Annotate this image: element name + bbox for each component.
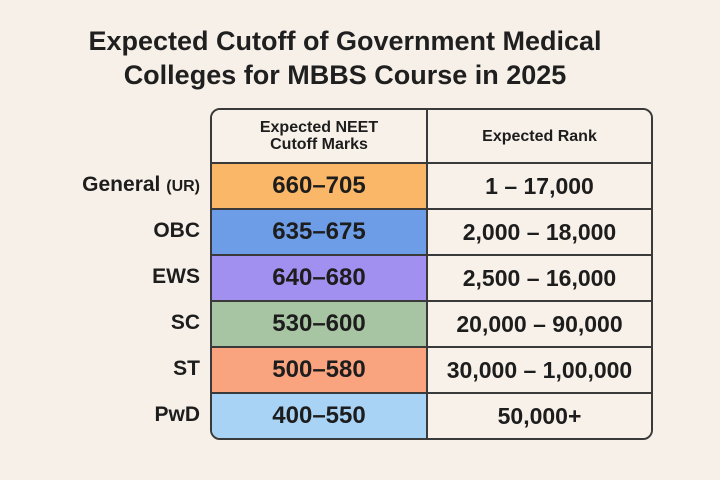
- table-row: 660–705 1 – 17,000: [212, 164, 651, 210]
- cutoff-marks-cell: 660–705: [212, 164, 428, 210]
- category-name: EWS: [152, 265, 200, 288]
- expected-rank-cell: 50,000+: [428, 394, 651, 438]
- cutoff-marks-cell: 640–680: [212, 256, 428, 302]
- header-rank: Expected Rank: [428, 110, 651, 164]
- category-label: SC: [40, 300, 200, 346]
- category-label: General (UR): [40, 162, 200, 208]
- table-row: 400–550 50,000+: [212, 394, 651, 438]
- expected-rank-cell: 1 – 17,000: [428, 164, 651, 210]
- table-row: 640–680 2,500 – 16,000: [212, 256, 651, 302]
- table-row: 500–580 30,000 – 1,00,000: [212, 348, 651, 394]
- category-name: General: [82, 173, 161, 196]
- category-name: PwD: [154, 403, 200, 426]
- category-name: SC: [170, 311, 200, 334]
- cutoff-marks-cell: 500–580: [212, 348, 428, 394]
- cutoff-marks-cell: 400–550: [212, 394, 428, 438]
- table-header-row: Expected NEET Cutoff Marks Expected Rank: [212, 110, 651, 164]
- cutoff-table: Expected NEET Cutoff Marks Expected Rank…: [210, 108, 653, 440]
- category-labels: General (UR) OBC EWS SC ST PwD: [40, 162, 200, 438]
- category-name: OBC: [153, 219, 200, 242]
- expected-rank-cell: 30,000 – 1,00,000: [428, 348, 651, 394]
- category-label: ST: [40, 346, 200, 392]
- table-row: 635–675 2,000 – 18,000: [212, 210, 651, 256]
- table-row: 530–600 20,000 – 90,000: [212, 302, 651, 348]
- category-name: ST: [173, 357, 200, 380]
- cutoff-marks-cell: 635–675: [212, 210, 428, 256]
- category-label: OBC: [40, 208, 200, 254]
- header-marks-text: Expected NEET Cutoff Marks: [259, 119, 379, 153]
- title-line-2: Colleges for MBBS Course in 2025: [123, 60, 567, 90]
- page-title: Expected Cutoff of Government Medical Co…: [0, 24, 690, 92]
- expected-rank-cell: 2,000 – 18,000: [428, 210, 651, 256]
- category-label: EWS: [40, 254, 200, 300]
- category-label: PwD: [40, 392, 200, 438]
- expected-rank-cell: 2,500 – 16,000: [428, 256, 651, 302]
- category-suffix: (UR): [166, 178, 200, 195]
- title-line-1: Expected Cutoff of Government Medical: [88, 26, 602, 56]
- header-marks: Expected NEET Cutoff Marks: [212, 110, 428, 164]
- cutoff-marks-cell: 530–600: [212, 302, 428, 348]
- expected-rank-cell: 20,000 – 90,000: [428, 302, 651, 348]
